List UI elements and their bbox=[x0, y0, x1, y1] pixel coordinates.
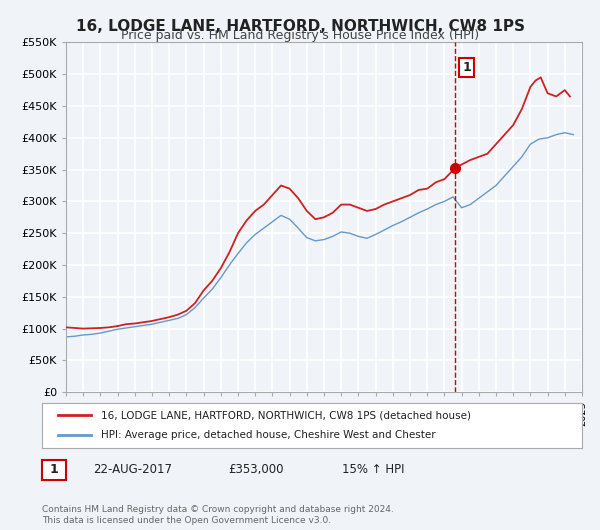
Text: Contains HM Land Registry data © Crown copyright and database right 2024.: Contains HM Land Registry data © Crown c… bbox=[42, 506, 394, 514]
Text: Price paid vs. HM Land Registry's House Price Index (HPI): Price paid vs. HM Land Registry's House … bbox=[121, 29, 479, 42]
Text: 22-AUG-2017: 22-AUG-2017 bbox=[93, 463, 172, 475]
Text: £353,000: £353,000 bbox=[228, 463, 284, 475]
Text: 15% ↑ HPI: 15% ↑ HPI bbox=[342, 463, 404, 475]
Text: HPI: Average price, detached house, Cheshire West and Chester: HPI: Average price, detached house, Ches… bbox=[101, 430, 436, 440]
Text: This data is licensed under the Open Government Licence v3.0.: This data is licensed under the Open Gov… bbox=[42, 516, 331, 525]
Text: 16, LODGE LANE, HARTFORD, NORTHWICH, CW8 1PS (detached house): 16, LODGE LANE, HARTFORD, NORTHWICH, CW8… bbox=[101, 410, 472, 420]
Text: 16, LODGE LANE, HARTFORD, NORTHWICH, CW8 1PS: 16, LODGE LANE, HARTFORD, NORTHWICH, CW8… bbox=[76, 19, 524, 33]
Text: 1: 1 bbox=[463, 61, 471, 74]
Text: 1: 1 bbox=[50, 463, 58, 476]
